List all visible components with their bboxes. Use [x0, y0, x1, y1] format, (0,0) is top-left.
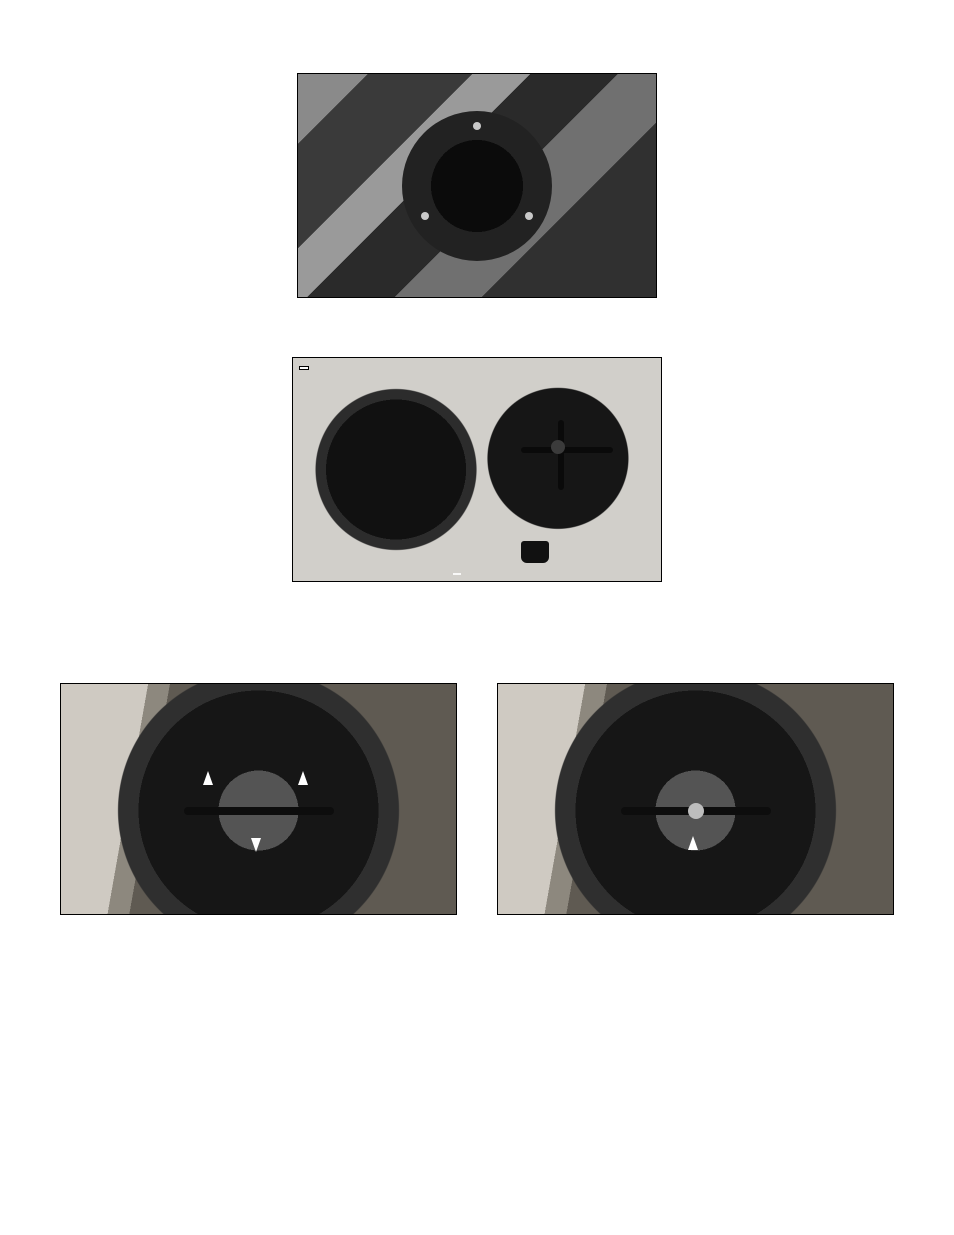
picture-12-image — [497, 683, 894, 915]
figure-row — [60, 683, 894, 922]
picture-9-image — [297, 73, 657, 298]
filter-top-plate-label — [611, 366, 619, 368]
figure-10 — [60, 357, 894, 585]
figure-9 — [60, 73, 894, 301]
flanged-head-screws-label — [453, 573, 461, 575]
picture-10-image — [292, 357, 662, 582]
picture-11-image — [60, 683, 457, 915]
figure-11 — [60, 683, 457, 922]
filter-label — [299, 366, 309, 370]
figure-12 — [497, 683, 894, 922]
